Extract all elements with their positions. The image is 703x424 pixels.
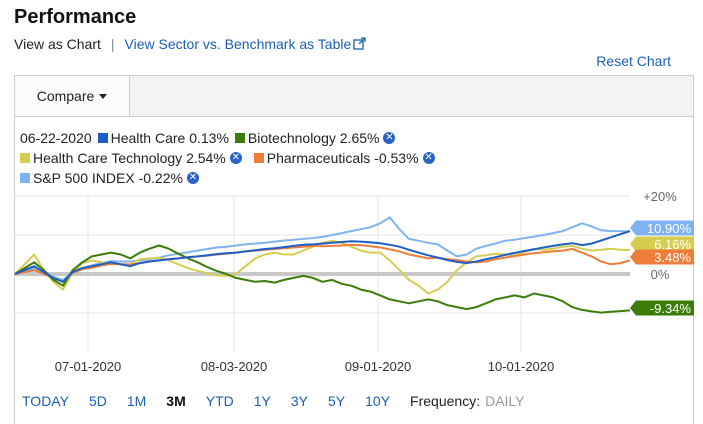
range-5d[interactable]: 5D [88,393,107,409]
range-today[interactable]: TODAY [22,393,69,409]
separator: | [110,36,115,52]
legend-swatch-health-care-technology [20,153,30,163]
remove-pharmaceuticals-icon[interactable]: ✕ [422,152,435,164]
remove-sp500-icon[interactable]: ✕ [186,172,199,184]
end-label-box [630,220,694,236]
y-tick-label: 0% [651,267,670,282]
legend-swatch-health-care [97,133,108,143]
end-label-text: 10.90% [647,221,692,236]
view-as-chart-label: View as Chart [14,36,101,52]
legend-swatch-pharmaceuticals [253,153,264,163]
legend-value: -0.22% [138,170,183,186]
legend-row: S&P 500 INDEX -0.22% ✕ [20,168,441,188]
x-tick-label: 08-03-2020 [201,359,268,374]
frequency-value[interactable]: DAILY [485,393,525,409]
frequency-label: Frequency: [410,393,481,409]
chart-panel: Compare [14,75,694,424]
end-label-text: 6.16% [654,237,691,252]
end-label-box [630,249,694,265]
view-table-link[interactable]: View Sector vs. Benchmark as Table [125,36,367,52]
compare-dropdown[interactable]: Compare [15,76,130,116]
legend-name: Health Care Technology [33,150,183,166]
remove-biotechnology-icon[interactable]: ✕ [383,132,396,144]
end-label-text: -9.34% [650,301,692,316]
legend-name: Health Care [110,130,186,146]
remove-health-care-technology-icon[interactable]: ✕ [229,152,242,164]
performance-chart[interactable]: 07-01-2020 08-03-2020 09-01-2020 10-01-2020… [0,190,703,380]
legend-value: -0.53% [374,150,419,166]
end-label-box [630,236,694,252]
x-tick-label: 10-01-2020 [488,359,555,374]
legend-name: S&P 500 INDEX [33,170,135,186]
series-line [14,244,631,314]
chart-toolbar: Compare [15,76,693,117]
legend-value: 0.13% [189,130,229,146]
series-line [14,230,631,283]
view-table-link-label: View Sector vs. Benchmark as Table [124,36,352,52]
legend-swatch-sp500 [20,173,30,183]
legend-date: 06-22-2020 [20,130,92,146]
range-3m[interactable]: 3M [166,393,186,409]
legend-name: Biotechnology [247,130,336,146]
range-5y[interactable]: 5Y [328,393,346,409]
range-selector: TODAY 5D 1M 3M YTD 1Y 3Y 5Y 10Y Frequenc… [22,393,525,409]
end-label-box [630,300,694,316]
range-1y[interactable]: 1Y [253,393,271,409]
compare-label: Compare [36,88,95,104]
caret-down-icon [99,93,108,99]
legend-row: 06-22-2020 Health Care 0.13% Biotechnolo… [20,128,441,148]
legend-row: Health Care Technology 2.54% ✕ Pharmaceu… [20,148,441,168]
legend-value: 2.54% [186,150,226,166]
chart-legend: 06-22-2020 Health Care 0.13% Biotechnolo… [20,128,441,188]
view-toggle: View as Chart | View Sector vs. Benchmar… [14,36,366,52]
legend-swatch-biotechnology [234,133,245,143]
reset-chart-link[interactable]: Reset Chart [596,53,671,69]
range-10y[interactable]: 10Y [365,393,391,409]
y-tick-label: +20% [643,190,677,204]
external-link-icon [353,37,366,50]
page-title: Performance [14,6,137,28]
x-tick-label: 07-01-2020 [55,359,122,374]
end-label-text: 3.48% [654,250,691,265]
range-3y[interactable]: 3Y [290,393,308,409]
legend-value: 2.65% [339,130,380,146]
range-ytd[interactable]: YTD [205,393,234,409]
x-tick-label: 09-01-2020 [345,359,412,374]
range-1m[interactable]: 1M [126,393,147,409]
series-line [14,216,631,281]
legend-name: Pharmaceuticals [266,150,371,166]
